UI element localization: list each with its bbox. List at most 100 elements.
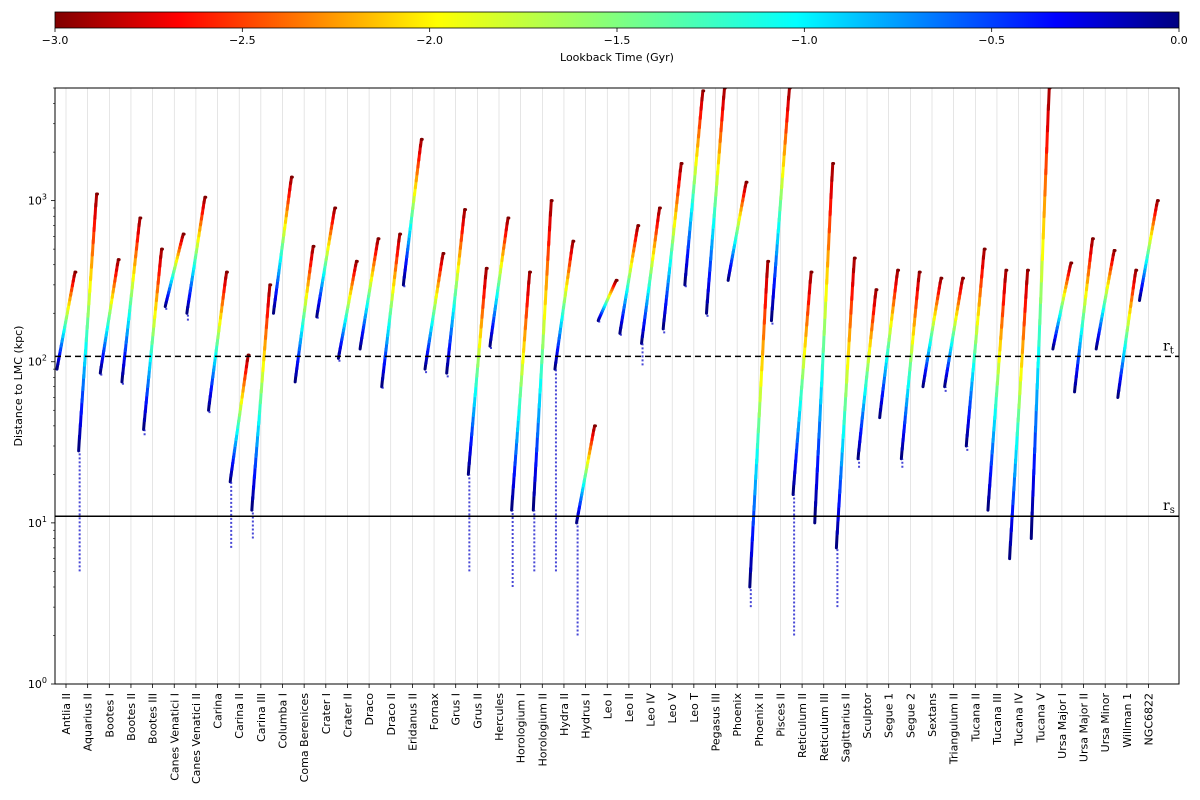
streak-segue-2 [899, 270, 922, 468]
streak-pisces-ii [769, 88, 792, 325]
x-category-label: Fornax [428, 693, 441, 731]
streak-hydra-ii [553, 239, 576, 572]
streak-horologium-i [510, 270, 533, 587]
streak-reticulum-ii [791, 270, 814, 636]
x-category-label: Leo T [688, 693, 701, 723]
x-category-label: Ursa Major II [1078, 693, 1091, 762]
colorbar-tick-label: −1.5 [604, 34, 631, 47]
x-category-label: Tucana III [991, 693, 1004, 746]
streak-phoenix-ii [748, 259, 771, 608]
streak-aquarius-ii [77, 192, 100, 572]
streak-eridanus-ii [401, 137, 424, 288]
streak-carina-ii [228, 353, 251, 548]
streak-bootes-ii [120, 216, 143, 385]
x-category-label: Hercules [493, 693, 506, 741]
x-category-label: Bootes II [125, 693, 138, 741]
streak-tucana-v [1029, 88, 1052, 540]
x-category-label: Eridanus II [406, 693, 419, 751]
streak-segment [94, 192, 99, 208]
streak-bootes-iii [142, 247, 164, 436]
x-category-label: Draco II [385, 693, 398, 736]
reference-lines: rt rs [55, 338, 1179, 517]
orbit-streaks [55, 88, 1160, 636]
x-category-label: Tucana II [969, 693, 982, 743]
streak-segment [787, 88, 791, 101]
x-category-label: Reticulum III [818, 693, 831, 761]
x-category-label: Horologium II [536, 693, 549, 767]
x-category-label: Segue 2 [904, 693, 917, 738]
streak-tucana-iv [1008, 268, 1030, 561]
streak-segment [722, 88, 726, 101]
x-category-label: Leo V [666, 693, 679, 724]
x-category-label: Hydra II [558, 693, 571, 736]
x-category-label: Triangulum II [948, 693, 961, 765]
x-category-label: Leo II [623, 693, 636, 722]
x-category-label: Bootes III [147, 693, 160, 744]
y-axis-ticks: 100 101 102 103 [28, 87, 55, 691]
streak-segment [483, 266, 488, 280]
x-category-label: Columba I [277, 693, 290, 749]
streak-segment [830, 161, 835, 183]
plot-area: rt rs 100 101 102 103 Antlia II Aquarius II Bo… [12, 87, 1180, 784]
streak-segment [267, 283, 272, 298]
streak-leo-iv [640, 206, 662, 366]
streak-sextans [921, 276, 944, 389]
colorbar-tick-label: −2.0 [416, 34, 443, 47]
streak-segment [1046, 88, 1051, 111]
streak-hydrus-i [575, 424, 597, 636]
x-category-label: Leo IV [645, 693, 658, 727]
streak-segment [808, 270, 813, 285]
x-category-label: Tucana IV [1013, 693, 1026, 747]
x-category-label: Sextans [926, 693, 939, 737]
colorbar-tick-label: −3.0 [42, 34, 69, 47]
streak-leo-v [661, 161, 684, 334]
x-category-label: Segue 1 [883, 693, 896, 738]
streak-canes-venatici-ii [185, 195, 208, 321]
streak-leo-t [683, 89, 706, 288]
x-category-label: NGC6822 [1143, 693, 1156, 745]
streak-leo-i [596, 278, 619, 323]
streak-segment [1003, 268, 1008, 284]
x-category-label: Draco [363, 693, 376, 726]
category-gridlines [65, 88, 1149, 684]
x-category-label: Carina [212, 693, 225, 729]
x-category-label: Carina II [233, 693, 246, 739]
reference-label-rs: rs [1163, 498, 1175, 516]
x-category-label: Canes Venatici II [190, 693, 203, 784]
streak-segue-1 [878, 268, 901, 420]
streak-ursa-minor [1094, 249, 1117, 351]
streak-reticulum-iii [813, 161, 836, 525]
y-tick-label: 101 [28, 515, 47, 530]
streak-ursa-major-i [1051, 261, 1074, 351]
x-category-label: Tucana V [1034, 693, 1047, 744]
x-category-label: Crater I [320, 693, 333, 734]
streak-pegasus-iii [705, 88, 727, 317]
streak-crater-ii [336, 259, 359, 362]
streak-carina [207, 270, 229, 414]
streak-canes-venatici-i [163, 232, 186, 310]
streak-draco [358, 237, 381, 351]
streak-tucana-iii [986, 268, 1009, 512]
plot-frame [54, 87, 1180, 685]
y-tick-label: 103 [28, 193, 47, 208]
streak-tucana-ii [964, 247, 987, 451]
colorbar-tick-label: −0.5 [978, 34, 1005, 47]
colorbar-gradient [54, 11, 1180, 29]
streak-segment [548, 199, 553, 217]
streak-leo-ii [618, 224, 641, 336]
streak-antlia-ii [55, 270, 78, 371]
streak-crater-i [315, 206, 338, 319]
streak-sagittarius-ii [834, 256, 857, 608]
streak-segment [1025, 268, 1030, 286]
x-category-label: Pegasus III [710, 693, 723, 751]
x-category-label: Ursa Major I [1056, 693, 1069, 759]
x-category-label: Leo I [601, 693, 614, 719]
x-category-label: Crater II [341, 693, 354, 738]
y-tick-label: 102 [28, 354, 47, 369]
streak-willman-1 [1116, 268, 1139, 399]
streak-draco-ii [380, 232, 403, 389]
y-tick-label: 100 [28, 676, 47, 691]
streak-ngc6822 [1138, 199, 1160, 302]
x-category-label: Sagittarius II [839, 693, 852, 762]
